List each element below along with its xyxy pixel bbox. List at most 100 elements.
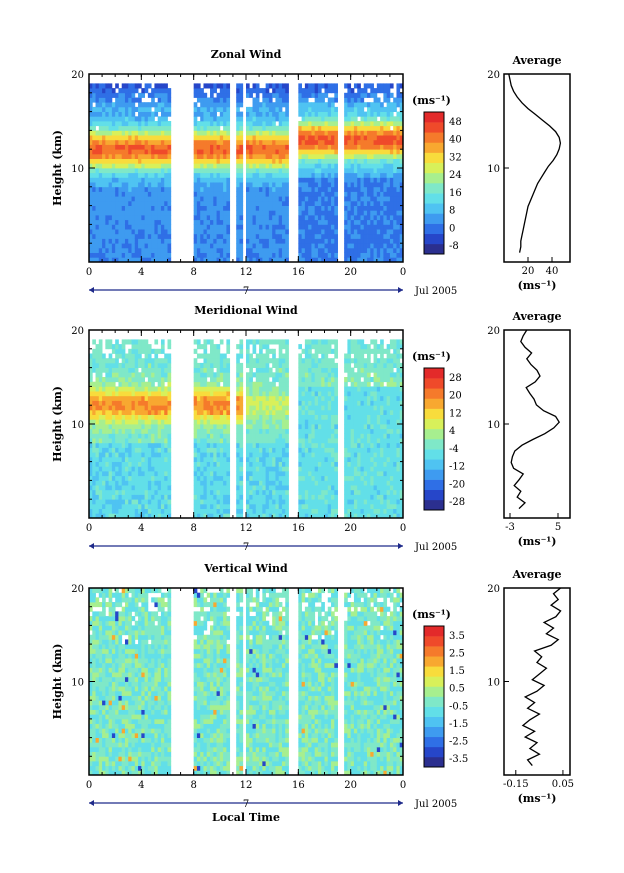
heatmap-cell <box>151 163 155 169</box>
heatmap-cell <box>144 471 149 477</box>
heatmap-cell <box>265 186 270 192</box>
heatmap-cell <box>308 102 312 108</box>
heatmap-cell <box>216 97 221 103</box>
heatmap-cell <box>239 172 244 178</box>
heatmap-cell <box>92 238 96 244</box>
heatmap-cell <box>334 97 338 103</box>
heatmap-cell <box>210 92 214 98</box>
heatmap-cell <box>324 215 329 221</box>
heatmap-cell <box>124 494 129 500</box>
heatmap-cell <box>102 452 106 458</box>
heatmap-cell <box>272 149 276 155</box>
heatmap-cell <box>249 353 253 359</box>
heatmap-cell <box>157 414 162 420</box>
heatmap-cell <box>206 215 211 221</box>
heatmap-cell <box>167 428 172 434</box>
heatmap-cell <box>285 372 289 378</box>
heatmap-cell <box>383 121 388 127</box>
heatmap-cell <box>275 177 280 183</box>
heatmap-cell <box>102 200 106 206</box>
heatmap-cell <box>360 257 365 263</box>
heatmap-cell <box>102 252 106 258</box>
heatmap-cell <box>108 182 113 188</box>
heatmap-cell <box>213 456 217 462</box>
heatmap-cell <box>285 97 289 103</box>
heatmap-cell <box>219 177 224 183</box>
heatmap-cell <box>367 163 371 169</box>
heatmap-cell <box>128 163 132 169</box>
heatmap-cell <box>124 489 129 495</box>
heatmap-cell <box>259 215 263 221</box>
heatmap-cell <box>321 182 325 188</box>
heatmap-cell <box>141 358 145 364</box>
heatmap-cell <box>160 494 165 500</box>
heatmap-cell <box>239 135 244 141</box>
heatmap-cell <box>134 456 139 462</box>
heatmap-cell <box>272 485 276 491</box>
heatmap-cell <box>102 442 106 448</box>
heatmap-cell <box>216 210 221 216</box>
heatmap-cell <box>160 135 165 141</box>
heatmap-cell <box>102 205 106 211</box>
heatmap-cell <box>357 182 361 188</box>
heatmap-cell <box>154 362 159 368</box>
heatmap-cell <box>216 116 221 122</box>
heatmap-cell <box>268 243 273 249</box>
heatmap-cell <box>167 233 172 239</box>
heatmap-cell <box>138 177 142 183</box>
heatmap-cell <box>124 172 129 178</box>
heatmap-cell <box>121 395 126 401</box>
heatmap-cell <box>376 144 381 150</box>
heatmap-cell <box>285 172 289 178</box>
heatmap-cell <box>89 405 93 411</box>
heatmap-cell <box>160 168 165 174</box>
heatmap-cell <box>275 471 280 477</box>
heatmap-cell <box>334 238 338 244</box>
heatmap-cell <box>252 438 257 444</box>
heatmap-cell <box>121 144 126 150</box>
heatmap-cell <box>210 362 214 368</box>
heatmap-cell <box>239 499 244 505</box>
heatmap-cell <box>167 191 172 197</box>
heatmap-cell <box>216 494 221 500</box>
heatmap-cell <box>360 139 365 145</box>
heatmap-cell <box>95 499 100 505</box>
heatmap-cell <box>154 158 159 164</box>
colorbar-tick-label: -8 <box>449 241 459 252</box>
heatmap-cell <box>206 447 211 453</box>
heatmap-cell <box>193 419 198 425</box>
heatmap-cell <box>252 372 257 378</box>
heatmap-cell <box>393 125 397 131</box>
heatmap-cell <box>203 438 208 444</box>
heatmap-cell <box>334 177 338 183</box>
heatmap-cell <box>249 480 253 486</box>
heatmap-cell <box>370 168 374 174</box>
heatmap-cell <box>327 191 332 197</box>
heatmap-cell <box>141 395 145 401</box>
heatmap-cell <box>301 111 306 117</box>
heatmap-cell <box>92 503 96 509</box>
heatmap-cell <box>108 163 113 169</box>
heatmap-cell <box>134 339 139 345</box>
heatmap-cell <box>144 452 149 458</box>
heatmap-cell <box>144 372 149 378</box>
heatmap-cell <box>121 367 126 373</box>
heatmap-cell <box>111 442 116 448</box>
heatmap-cell <box>144 395 149 401</box>
heatmap-cell <box>285 386 289 392</box>
heatmap-cell <box>308 252 312 258</box>
heatmap-cell <box>128 88 132 94</box>
heatmap-cell <box>157 116 162 122</box>
heatmap-cell <box>216 503 221 509</box>
heatmap-cell <box>124 92 129 98</box>
heatmap-cell <box>210 438 214 444</box>
heatmap-cell <box>131 149 136 155</box>
heatmap-cell <box>259 508 263 514</box>
heatmap-cell <box>216 215 221 221</box>
heatmap-cell <box>223 158 227 164</box>
heatmap-cell <box>246 438 250 444</box>
heatmap-cell <box>246 200 250 206</box>
heatmap-cell <box>154 400 159 406</box>
heatmap-cell <box>314 238 319 244</box>
heatmap-cell <box>98 88 103 94</box>
